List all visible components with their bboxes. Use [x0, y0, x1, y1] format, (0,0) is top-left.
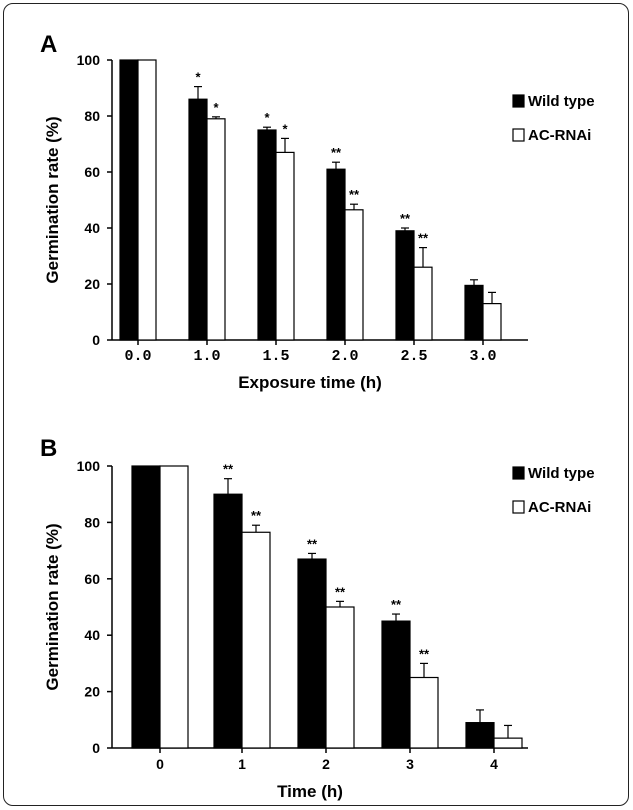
bar-ac-rnai	[344, 209, 364, 341]
y-tick-label: 40	[84, 220, 100, 236]
legend-swatch-wild-type	[512, 94, 525, 108]
y-axis-title: Germination rate (%)	[43, 116, 62, 283]
legend-label: AC-RNAi	[528, 127, 591, 144]
significance-mark: **	[418, 231, 429, 246]
x-tick-label: 2	[322, 756, 330, 772]
x-tick-label: 4	[490, 756, 498, 772]
bar-wild-type	[464, 284, 484, 341]
y-tick-label: 0	[92, 740, 100, 756]
legend-label: Wild type	[528, 93, 595, 110]
bar-ac-rnai	[241, 531, 271, 749]
x-tick-label: 1	[238, 756, 246, 772]
x-tick-label: 3.0	[469, 348, 496, 365]
significance-mark: *	[282, 121, 288, 136]
x-tick-label: 3	[406, 756, 414, 772]
significance-mark: **	[331, 145, 342, 160]
bar-wild-type	[297, 558, 327, 749]
bar-ac-rnai	[493, 737, 523, 749]
x-tick-label: 2.5	[400, 348, 427, 365]
x-axis-title: Time (h)	[277, 782, 343, 801]
significance-mark: *	[195, 70, 201, 85]
bar-ac-rnai	[325, 606, 355, 749]
bar-ac-rnai	[409, 676, 439, 749]
y-tick-label: 60	[84, 571, 100, 587]
bar-wild-type	[257, 129, 277, 341]
bar-ac-rnai	[137, 59, 157, 341]
y-axis-title: Germination rate (%)	[43, 523, 62, 690]
bar-wild-type	[326, 168, 346, 341]
bar-wild-type	[188, 98, 208, 341]
significance-mark: **	[349, 187, 360, 202]
bar-ac-rnai	[413, 266, 433, 341]
significance-mark: *	[213, 100, 219, 115]
panel-letter: A	[40, 31, 57, 58]
y-tick-label: 100	[77, 52, 101, 68]
y-tick-label: 0	[92, 332, 100, 348]
significance-mark: *	[264, 110, 270, 125]
y-tick-label: 20	[84, 684, 100, 700]
y-tick-label: 60	[84, 164, 100, 180]
legend-label: AC-RNAi	[528, 499, 591, 516]
legend-swatch-ac-rnai	[512, 500, 525, 514]
bar-ac-rnai	[482, 303, 502, 341]
bar-wild-type	[395, 230, 415, 341]
y-tick-label: 80	[84, 514, 100, 530]
significance-mark: **	[251, 508, 262, 523]
figure-frame	[3, 3, 629, 806]
significance-mark: **	[307, 536, 318, 551]
x-tick-label: 0	[156, 756, 164, 772]
legend-label: Wild type	[528, 465, 595, 482]
bar-ac-rnai	[159, 465, 189, 749]
x-axis-title: Exposure time (h)	[238, 373, 382, 392]
bar-ac-rnai	[206, 118, 226, 341]
x-tick-label: 0.0	[124, 348, 151, 365]
significance-mark: **	[400, 211, 411, 226]
x-tick-label: 1.5	[262, 348, 289, 365]
bar-wild-type	[465, 722, 495, 749]
y-tick-label: 20	[84, 276, 100, 292]
panel-letter: B	[40, 435, 57, 462]
bar-wild-type	[213, 493, 243, 749]
significance-mark: **	[419, 646, 430, 661]
y-tick-label: 80	[84, 108, 100, 124]
y-tick-label: 100	[77, 458, 101, 474]
legend-swatch-ac-rnai	[512, 128, 525, 142]
x-tick-label: 2.0	[331, 348, 358, 365]
x-tick-label: 1.0	[193, 348, 220, 365]
bar-wild-type	[381, 620, 411, 749]
significance-mark: **	[223, 462, 234, 477]
significance-mark: **	[335, 584, 346, 599]
legend-swatch-wild-type	[512, 466, 525, 480]
y-tick-label: 40	[84, 627, 100, 643]
bar-ac-rnai	[275, 151, 295, 341]
chart-panel-b: B 0 20 40 60 80 100 0 1 2 3 4 ** ** ** ** ** ** Wild type A…	[40, 435, 595, 801]
significance-mark: **	[391, 597, 402, 612]
bar-wild-type	[119, 59, 139, 341]
bar-wild-type	[131, 465, 161, 749]
